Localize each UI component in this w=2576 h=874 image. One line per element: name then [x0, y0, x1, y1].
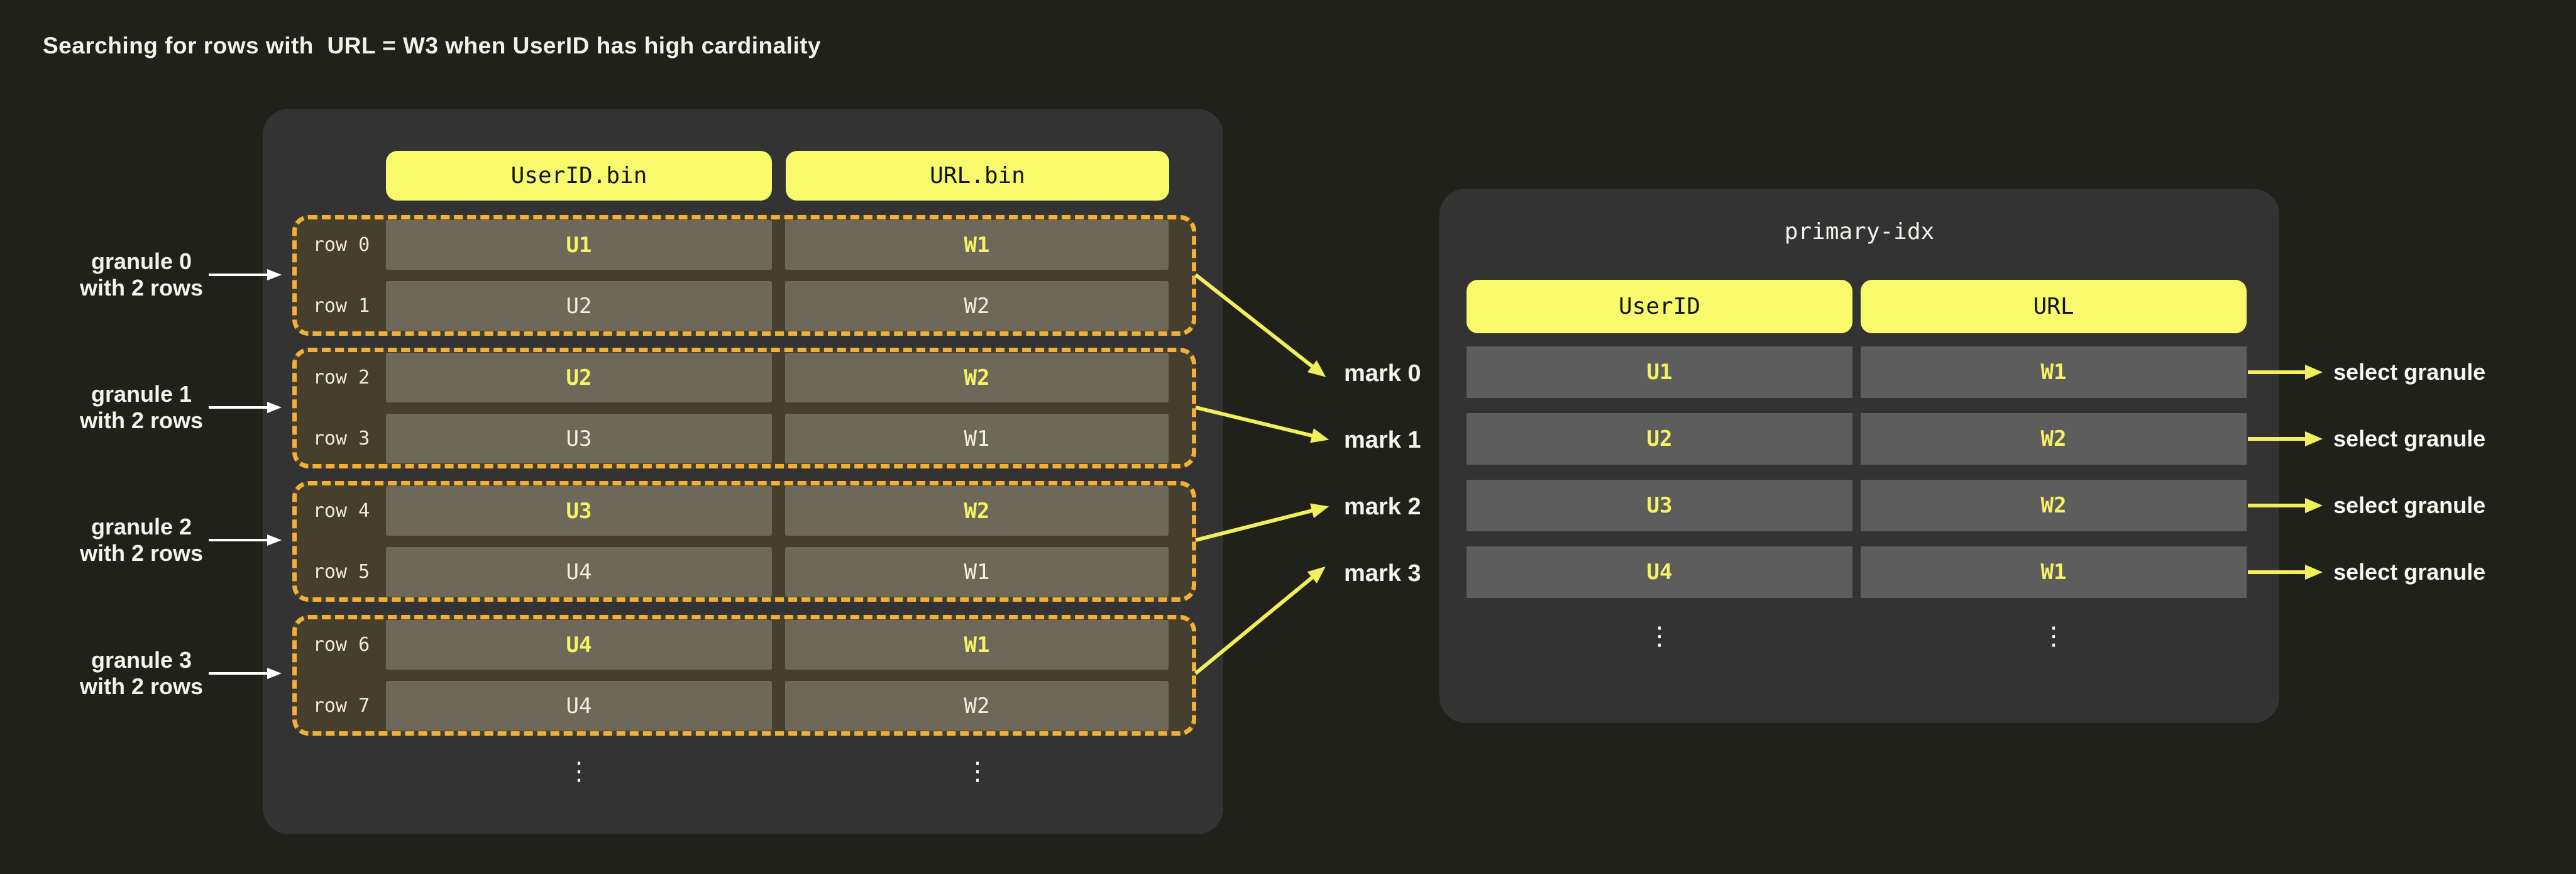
- index-cell-url: W2: [1861, 413, 2247, 465]
- cell-url: W2: [785, 281, 1169, 331]
- table-row: row 7 U4 W2: [297, 681, 1192, 731]
- row-label: row 6: [312, 634, 370, 656]
- granule-box-3: row 6 U4 W1 row 7 U4 W2: [292, 615, 1196, 736]
- table-row: row 2 U2 W2: [297, 353, 1192, 402]
- row-label: row 5: [312, 561, 370, 583]
- select-granule-label: select granule: [2333, 426, 2486, 451]
- cell-url: W2: [785, 681, 1169, 731]
- index-cell-userid: U1: [1467, 346, 1852, 398]
- column-header-url: URL: [1861, 280, 2247, 333]
- cell-userid: U4: [386, 620, 772, 670]
- row-label: row 7: [312, 695, 370, 717]
- index-cell-url: W1: [1861, 346, 2247, 398]
- more-rows-ellipsis: ⋮: [1647, 622, 1672, 651]
- cell-userid: U3: [386, 414, 772, 463]
- index-cell-userid: U3: [1467, 480, 1852, 531]
- column-header-url-bin: URL.bin: [786, 151, 1169, 201]
- cell-url: W1: [785, 620, 1169, 670]
- mark-0-label: mark 0: [1344, 360, 1421, 387]
- more-rows-ellipsis: ⋮: [566, 757, 592, 786]
- row-label: row 0: [312, 234, 370, 256]
- granule-label-line1: granule 3: [91, 647, 192, 673]
- table-row: row 0 U1 W1: [297, 220, 1192, 270]
- select-granule-label: select granule: [2333, 359, 2486, 385]
- cell-userid: U1: [386, 220, 772, 270]
- table-row: row 6 U4 W1: [297, 620, 1192, 670]
- granule-label-line1: granule 0: [91, 248, 192, 274]
- cell-userid: U4: [386, 547, 772, 597]
- mark-2-label: mark 2: [1344, 494, 1421, 520]
- granule-label-line2: with 2 rows: [79, 407, 204, 433]
- granule-label-line2: with 2 rows: [79, 673, 204, 699]
- granule-3-label: granule 3 with 2 rows: [57, 647, 226, 700]
- mark-1-label: mark 1: [1344, 427, 1421, 453]
- row-label: row 4: [312, 500, 370, 522]
- granule-box-0: row 0 U1 W1 row 1 U2 W2: [292, 215, 1196, 336]
- column-header-userid: UserID: [1467, 280, 1852, 333]
- row-label: row 1: [312, 295, 370, 317]
- granule-label-line2: with 2 rows: [79, 275, 204, 301]
- table-row: row 1 U2 W2: [297, 281, 1192, 331]
- cell-url: W1: [785, 220, 1169, 270]
- row-label: row 2: [312, 367, 370, 389]
- index-cell-url: W2: [1861, 480, 2247, 531]
- table-row: row 5 U4 W1: [297, 547, 1192, 597]
- cell-userid: U2: [386, 281, 772, 331]
- data-part-panel: UserID.bin URL.bin row 0 U1 W1 row 1 U2 …: [263, 109, 1223, 834]
- index-cell-userid: U2: [1467, 413, 1852, 465]
- more-rows-ellipsis: ⋮: [2041, 622, 2066, 651]
- granule-box-1: row 2 U2 W2 row 3 U3 W1: [292, 348, 1196, 468]
- primary-index-title: primary-idx: [1784, 219, 1935, 245]
- granule-2-label: granule 2 with 2 rows: [57, 514, 226, 567]
- cell-url: W2: [785, 353, 1169, 402]
- more-rows-ellipsis: ⋮: [965, 757, 990, 786]
- page-title: Searching for rows with URL = W3 when Us…: [43, 33, 822, 58]
- table-row: row 4 U3 W2: [297, 486, 1192, 536]
- cell-userid: U3: [386, 486, 772, 536]
- cell-url: W1: [785, 414, 1169, 463]
- cell-userid: U4: [386, 681, 772, 731]
- granule-label-line1: granule 1: [91, 381, 192, 407]
- granule-box-2: row 4 U3 W2 row 5 U4 W1: [292, 481, 1196, 602]
- granule-label-line1: granule 2: [91, 514, 192, 539]
- row-label: row 3: [312, 428, 370, 450]
- cell-url: W2: [785, 486, 1169, 536]
- cell-url: W1: [785, 547, 1169, 597]
- table-row: row 3 U3 W1: [297, 414, 1192, 463]
- cell-userid: U2: [386, 353, 772, 402]
- select-granule-label: select granule: [2333, 559, 2486, 585]
- granule-label-line2: with 2 rows: [79, 540, 204, 566]
- index-cell-userid: U4: [1467, 546, 1852, 598]
- mark-3-label: mark 3: [1344, 560, 1421, 587]
- column-header-userid-bin: UserID.bin: [386, 151, 772, 201]
- index-cell-url: W1: [1861, 546, 2247, 598]
- select-granule-label: select granule: [2333, 492, 2486, 518]
- granule-1-label: granule 1 with 2 rows: [57, 381, 226, 434]
- granule-0-label: granule 0 with 2 rows: [57, 248, 226, 301]
- primary-index-panel: primary-idx UserID URL U1 W1 U2 W2 U3 W2…: [1439, 189, 2279, 723]
